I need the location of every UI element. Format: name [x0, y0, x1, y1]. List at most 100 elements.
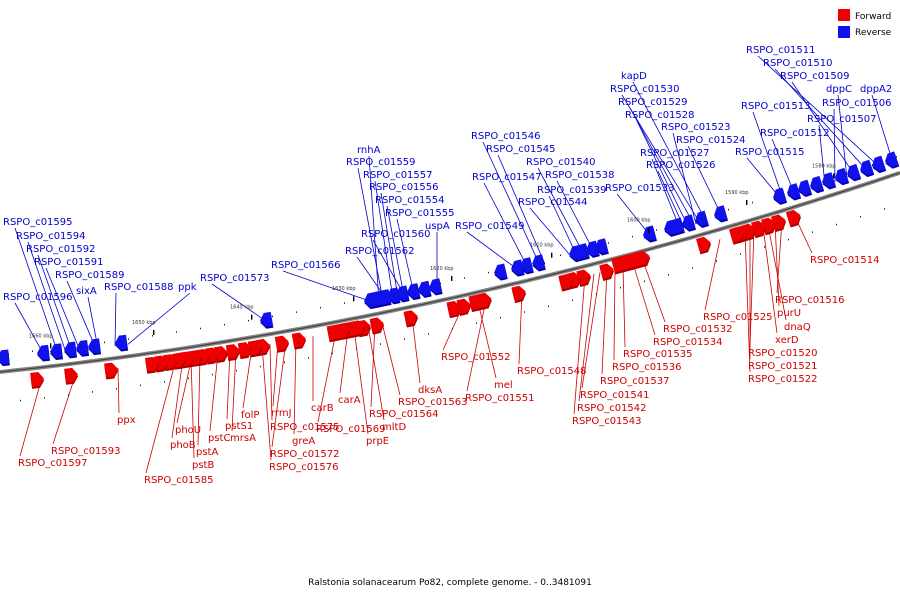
- gene-reverse-15[interactable]: [641, 225, 657, 244]
- gene-reverse-26[interactable]: [406, 283, 421, 301]
- reverse-gene-label-9[interactable]: RSPO_c01515: [735, 147, 805, 158]
- reverse-gene-label-33[interactable]: uspA: [425, 221, 450, 232]
- forward-gene-label-20[interactable]: RSPO_c01551: [465, 393, 535, 404]
- reverse-gene-label-24[interactable]: RSPO_c01539: [537, 185, 607, 196]
- reverse-gene-label-38[interactable]: ppk: [178, 282, 197, 293]
- forward-gene-label-1[interactable]: RSPO_c01516: [775, 295, 845, 306]
- forward-gene-label-23[interactable]: RSPO_c01564: [369, 409, 439, 420]
- gene-reverse-19[interactable]: [567, 244, 583, 263]
- forward-gene-label-44[interactable]: RSPO_c01593: [51, 446, 121, 457]
- gene-forward-6[interactable]: [729, 226, 746, 245]
- gene-reverse-35[interactable]: [75, 340, 90, 357]
- reverse-gene-label-2[interactable]: RSPO_c01509: [780, 71, 850, 82]
- gene-forward-0[interactable]: [785, 208, 803, 228]
- gene-forward-21[interactable]: [326, 322, 352, 343]
- reverse-gene-label-37[interactable]: RSPO_c01573: [200, 273, 270, 284]
- forward-gene-label-17[interactable]: RSPO_c01548: [517, 366, 587, 377]
- forward-gene-label-30[interactable]: RSPO_c01572: [270, 449, 340, 460]
- forward-gene-label-11[interactable]: RSPO_c01535: [623, 349, 693, 360]
- gene-reverse-7[interactable]: [796, 179, 813, 199]
- gene-reverse-8[interactable]: [785, 183, 802, 202]
- reverse-gene-label-41[interactable]: RSPO_c01594: [16, 231, 86, 242]
- gene-reverse-11[interactable]: [693, 210, 710, 230]
- reverse-gene-label-8[interactable]: RSPO_c01512: [760, 128, 830, 139]
- forward-gene-label-45[interactable]: RSPO_c01597: [18, 458, 88, 469]
- forward-gene-label-19[interactable]: mel: [494, 380, 513, 391]
- gene-reverse-10[interactable]: [712, 205, 729, 224]
- gene-forward-38[interactable]: [64, 367, 79, 385]
- gene-forward-8[interactable]: [611, 249, 652, 275]
- reverse-gene-label-3[interactable]: dppC: [826, 84, 852, 95]
- forward-gene-label-2[interactable]: purU: [777, 308, 801, 319]
- forward-gene-label-5[interactable]: RSPO_c01520: [748, 348, 818, 359]
- gene-forward-39[interactable]: [30, 371, 45, 389]
- forward-gene-label-40[interactable]: pstA: [196, 447, 218, 458]
- reverse-gene-label-40[interactable]: RSPO_c01595: [3, 217, 73, 228]
- reverse-gene-label-22[interactable]: RSPO_c01547: [472, 172, 542, 183]
- gene-reverse-38[interactable]: [36, 344, 50, 362]
- gene-reverse-21[interactable]: [518, 257, 534, 275]
- forward-gene-label-4[interactable]: xerD: [775, 335, 799, 346]
- reverse-gene-label-0[interactable]: RSPO_c01511: [746, 45, 816, 56]
- gene-reverse-25[interactable]: [417, 280, 432, 299]
- forward-gene-label-36[interactable]: pstS1: [225, 421, 253, 432]
- reverse-gene-label-35[interactable]: RSPO_c01562: [345, 246, 415, 257]
- reverse-gene-label-32[interactable]: RSPO_c01555: [385, 208, 455, 219]
- reverse-gene-label-7[interactable]: RSPO_c01513: [741, 101, 811, 112]
- forward-gene-label-7[interactable]: RSPO_c01522: [748, 374, 818, 385]
- gene-reverse-4[interactable]: [833, 167, 850, 187]
- gene-reverse-14[interactable]: [662, 219, 678, 239]
- forward-gene-label-6[interactable]: RSPO_c01521: [748, 361, 818, 372]
- reverse-gene-label-30[interactable]: RSPO_c01556: [369, 182, 439, 193]
- forward-gene-label-10[interactable]: RSPO_c01534: [653, 337, 723, 348]
- forward-gene-label-33[interactable]: RSPO_c01576: [269, 462, 339, 473]
- gene-reverse-12[interactable]: [680, 214, 696, 233]
- forward-gene-label-37[interactable]: pstC: [208, 433, 230, 444]
- reverse-gene-label-46[interactable]: RSPO_c01596: [3, 292, 73, 303]
- gene-forward-27[interactable]: [225, 343, 241, 362]
- gene-reverse-20[interactable]: [530, 254, 546, 272]
- gene-reverse-6[interactable]: [808, 175, 825, 195]
- forward-gene-label-31[interactable]: rrmJ: [271, 408, 292, 419]
- gene-reverse-31[interactable]: [363, 292, 378, 310]
- forward-gene-label-25[interactable]: prpE: [366, 436, 389, 447]
- gene-forward-23[interactable]: [274, 335, 291, 353]
- gene-forward-14[interactable]: [446, 300, 462, 319]
- reverse-gene-label-16[interactable]: RSPO_c01527: [640, 148, 710, 159]
- gene-forward-17[interactable]: [403, 309, 420, 328]
- forward-gene-label-32[interactable]: RSPO_c01575: [270, 422, 340, 433]
- forward-gene-label-21[interactable]: dksA: [418, 385, 442, 396]
- gene-reverse-36[interactable]: [63, 341, 78, 359]
- reverse-gene-label-18[interactable]: RSPO_c01533: [605, 183, 675, 194]
- reverse-gene-label-23[interactable]: RSPO_c01538: [545, 170, 615, 181]
- reverse-gene-label-45[interactable]: sixA: [76, 286, 97, 297]
- gene-reverse-33[interactable]: [114, 334, 129, 352]
- reverse-gene-label-15[interactable]: RSPO_c01524: [676, 135, 746, 146]
- gene-reverse-32[interactable]: [259, 311, 274, 330]
- forward-gene-label-9[interactable]: RSPO_c01532: [663, 324, 733, 335]
- gene-reverse-2[interactable]: [858, 159, 875, 179]
- gene-forward-36[interactable]: [144, 356, 160, 374]
- forward-gene-label-14[interactable]: RSPO_c01541: [580, 390, 650, 401]
- forward-gene-label-28[interactable]: carB: [311, 403, 334, 414]
- gene-reverse-16[interactable]: [593, 238, 609, 257]
- reverse-gene-label-11[interactable]: RSPO_c01530: [610, 84, 680, 95]
- gene-reverse-3[interactable]: [845, 163, 862, 183]
- forward-gene-label-24[interactable]: mltD: [382, 422, 406, 433]
- gene-reverse-9[interactable]: [771, 187, 788, 206]
- reverse-gene-label-36[interactable]: RSPO_c01566: [271, 260, 341, 271]
- forward-gene-label-38[interactable]: phoU: [175, 425, 201, 436]
- reverse-gene-label-6[interactable]: RSPO_c01507: [807, 114, 877, 125]
- gene-reverse-0[interactable]: [883, 151, 900, 170]
- reverse-gene-label-34[interactable]: RSPO_c01560: [361, 229, 431, 240]
- forward-gene-label-16[interactable]: RSPO_c01543: [572, 416, 642, 427]
- gene-forward-18[interactable]: [369, 316, 386, 335]
- gene-forward-16[interactable]: [468, 292, 493, 313]
- forward-gene-label-29[interactable]: greA: [292, 436, 315, 447]
- gene-forward-29[interactable]: [204, 347, 220, 365]
- reverse-gene-label-31[interactable]: RSPO_c01554: [375, 195, 445, 206]
- forward-gene-label-0[interactable]: RSPO_c01514: [810, 255, 880, 266]
- reverse-gene-label-25[interactable]: RSPO_c01544: [518, 197, 588, 208]
- gene-reverse-24[interactable]: [428, 278, 443, 296]
- reverse-gene-label-12[interactable]: RSPO_c01529: [618, 97, 688, 108]
